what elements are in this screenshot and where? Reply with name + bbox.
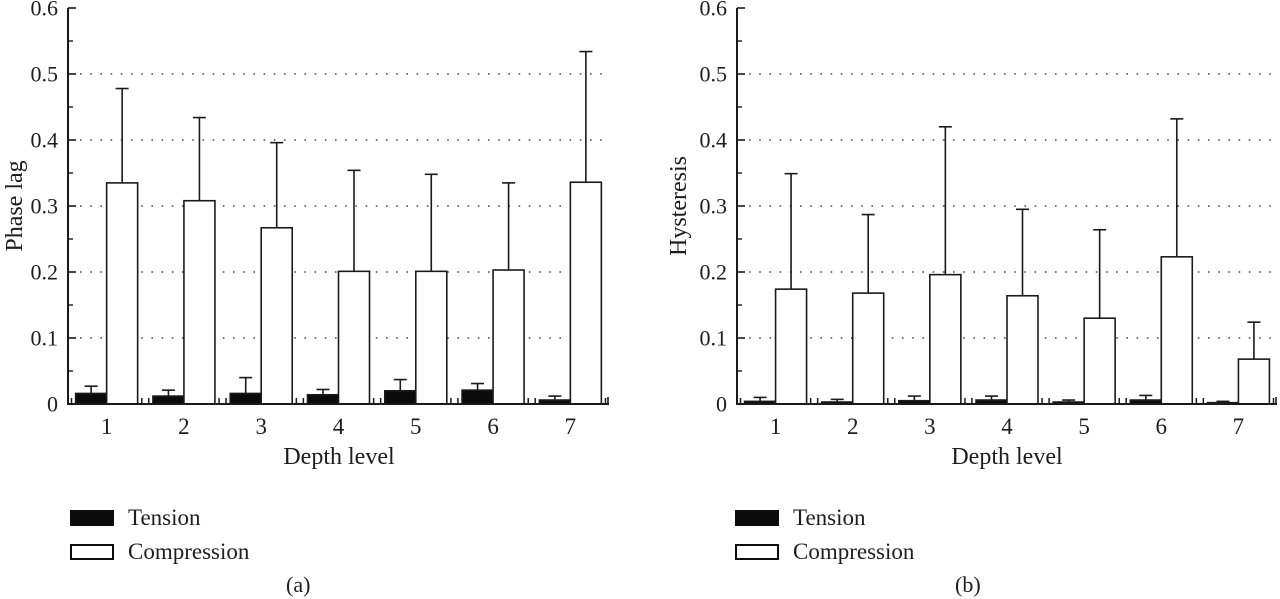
y-tick-label-0.2: 0.2 xyxy=(31,260,59,285)
compression-swatch-icon xyxy=(735,543,779,560)
compression-swatch-icon xyxy=(70,543,114,560)
legend-item-compression-b: Compression xyxy=(735,540,914,563)
bar-compression-3 xyxy=(260,226,294,405)
panel-b: 1 2 3 4 5 6 7 0 0.1 0.2 0.3 0.4 0.5 0.6 Hysteresis De… xyxy=(640,0,1280,599)
bar-compression-2 xyxy=(851,292,885,405)
bar-compression-6 xyxy=(492,269,525,405)
y-tick-label-0.2: 0.2 xyxy=(700,260,728,285)
bar-tension-5 xyxy=(383,389,417,405)
tension-swatch-icon xyxy=(70,509,114,526)
caption-a: (a) xyxy=(286,572,311,597)
x-tick-label-4: 4 xyxy=(333,414,345,439)
bar-tension-1 xyxy=(74,392,108,405)
legend-b: Tension Compression xyxy=(735,506,914,563)
y-tick-label-0.5: 0.5 xyxy=(31,62,59,87)
tension-swatch-icon xyxy=(735,509,779,526)
caption-b: (b) xyxy=(955,572,981,597)
bar-compression-7 xyxy=(569,181,603,405)
phase-lag-plot: 1 2 3 4 5 6 7 0 0.1 0.2 0.3 0.4 0.5 0.6 Phase lag Dep… xyxy=(2,0,609,470)
bar-compression-4 xyxy=(337,270,371,405)
x-tick-label-5: 5 xyxy=(410,414,422,439)
bar-compression-1 xyxy=(105,182,139,405)
bar-tension-2 xyxy=(152,395,185,405)
legend-item-tension-a: Tension xyxy=(70,506,249,529)
y-tick-label-0.4: 0.4 xyxy=(31,128,59,153)
y-axis-label-phase-lag: Phase lag xyxy=(2,160,28,251)
x-tick-label-2: 2 xyxy=(847,414,859,439)
bar-compression-4 xyxy=(1006,294,1039,405)
x-tick-label-7: 7 xyxy=(565,414,577,439)
bar-compression-3 xyxy=(929,273,962,405)
legend-a: Tension Compression xyxy=(70,506,249,563)
x-tick-label-6: 6 xyxy=(487,414,499,439)
bar-compression-1 xyxy=(774,288,808,405)
x-tick-label-3: 3 xyxy=(255,414,267,439)
legend-label-tension: Tension xyxy=(128,505,201,530)
x-tick-label-3: 3 xyxy=(924,414,936,439)
y-tick-label-0.1: 0.1 xyxy=(700,326,728,351)
x-tick-label-4: 4 xyxy=(1001,414,1013,439)
x-tick-label-5: 5 xyxy=(1078,414,1090,439)
x-axis-label-depth-level-b: Depth level xyxy=(951,444,1063,470)
x-tick-label-2: 2 xyxy=(178,414,190,439)
y-tick-label-0.3: 0.3 xyxy=(31,194,59,219)
x-axis-label-depth-level-a: Depth level xyxy=(283,444,395,470)
bar-tension-3 xyxy=(229,392,263,405)
y-tick-label-0.4: 0.4 xyxy=(700,128,728,153)
y-tick-label-0: 0 xyxy=(716,392,727,417)
x-tick-label-1: 1 xyxy=(770,414,782,439)
y-tick-label-0.6: 0.6 xyxy=(700,0,728,21)
hysteresis-plot: 1 2 3 4 5 6 7 0 0.1 0.2 0.3 0.4 0.5 0.6 Hysteresis De… xyxy=(666,0,1277,470)
bar-compression-6 xyxy=(1160,256,1194,405)
y-axis-label-hysteresis: Hysteresis xyxy=(666,156,692,256)
bar-compression-7 xyxy=(1237,358,1271,405)
x-tick-label-7: 7 xyxy=(1233,414,1245,439)
bar-compression-5 xyxy=(1083,317,1116,405)
y-tick-label-0: 0 xyxy=(47,392,58,417)
bar-compression-2 xyxy=(183,199,216,405)
legend-item-tension-b: Tension xyxy=(735,506,914,529)
y-tick-label-0.5: 0.5 xyxy=(700,62,728,87)
legend-label-compression: Compression xyxy=(793,539,915,564)
panel-a: 1 2 3 4 5 6 7 0 0.1 0.2 0.3 0.4 0.5 0.6 Phase lag Dep… xyxy=(2,0,609,597)
y-tick-label-0.1: 0.1 xyxy=(31,326,59,351)
bar-tension-6 xyxy=(461,389,494,405)
bar-compression-5 xyxy=(414,270,448,405)
y-tick-label-0.6: 0.6 xyxy=(31,0,59,21)
bar-tension-4 xyxy=(306,393,340,405)
legend-label-compression: Compression xyxy=(128,539,250,564)
legend-label-tension: Tension xyxy=(793,505,866,530)
x-tick-label-1: 1 xyxy=(101,414,113,439)
legend-item-compression-a: Compression xyxy=(70,540,249,563)
x-tick-label-6: 6 xyxy=(1156,414,1168,439)
y-tick-label-0.3: 0.3 xyxy=(700,194,728,219)
